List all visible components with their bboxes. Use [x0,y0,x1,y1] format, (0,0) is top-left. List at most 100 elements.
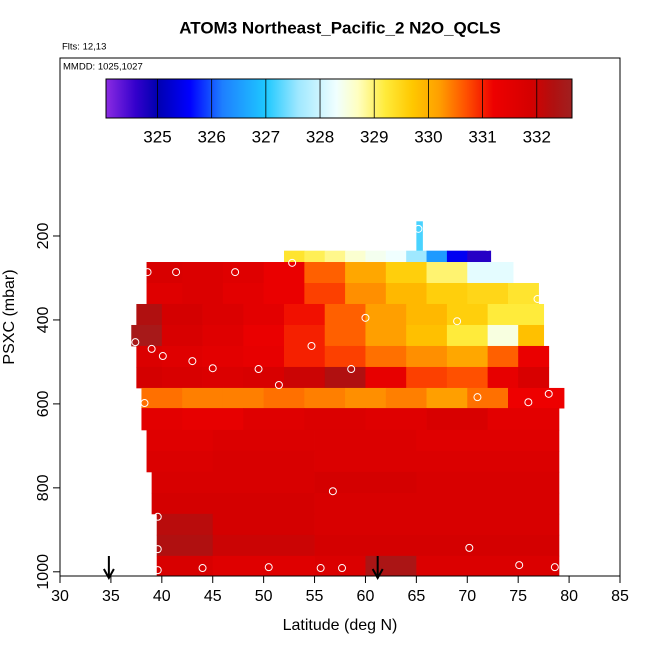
heat-cell [212,429,315,452]
heat-cell [314,429,417,452]
heat-cell [385,262,427,284]
colorbar-tick-label: 327 [252,127,280,146]
x-tick-label: 80 [560,588,578,605]
heat-cell [161,345,203,368]
heat-cell [416,492,560,515]
heat-cell [324,345,366,368]
heat-cell [365,250,387,263]
heat-cell [487,408,560,431]
y-tick-label: 1000 [35,554,52,590]
heat-cell [212,492,315,515]
observation-point [316,564,325,573]
observation-point [264,563,273,572]
observation-point [172,268,181,277]
plot-frame [59,57,621,577]
heat-cell [284,250,305,263]
heat-cell [345,250,366,263]
heat-cell [426,262,468,284]
observation-point [328,487,337,496]
heat-cell [446,250,468,263]
heat-cell [202,366,244,389]
heat-cell [446,324,489,347]
heat-cell [426,282,468,305]
observation-point [483,242,492,251]
heat-cell [314,492,417,515]
heat-cell [263,282,305,305]
observation-point [307,341,316,350]
heat-cell [406,324,448,347]
heat-cell [426,387,468,409]
observation-point [188,357,197,366]
colorbar-tick-label: 331 [468,127,496,146]
colorbar-tick-label: 328 [306,127,334,146]
y-tick-label: 200 [35,223,52,250]
heat-cell [263,262,305,284]
heat-cell [182,282,224,305]
heat-cell [136,345,163,368]
colorbar-tick-label: 330 [414,127,442,146]
heat-cell [263,387,305,409]
heat-cell [467,282,509,305]
x-tick-label: 35 [102,588,120,605]
heat-cell [518,345,550,368]
observation-point [153,512,162,521]
heat-cell [487,366,519,389]
heat-cell [212,513,315,536]
observation-point [361,313,370,322]
heat-cell [324,303,366,326]
heat-cell [284,366,326,389]
heat-cell [446,345,489,368]
heat-cell [131,324,163,347]
colorbar-tick-label: 332 [523,127,551,146]
observation-point [198,564,207,573]
heat-cell [426,408,489,431]
heat-cell [518,324,545,347]
heat-cell [212,555,315,577]
heat-cell [508,387,565,409]
heat-cell [345,387,387,409]
observation-point [338,564,347,573]
observation-point [274,381,283,390]
heat-cell [487,303,545,326]
heat-cell [156,534,214,557]
heat-cell [146,450,214,473]
heat-cell [141,387,183,409]
heat-cell [416,555,560,577]
chart-title: ATOM3 Northeast_Pacific_2 N2O_QCLS [179,18,501,37]
heat-cell [416,471,560,494]
heat-cell [365,303,407,326]
heat-cell [141,408,183,431]
heat-cell [151,471,214,494]
heat-cell [324,324,366,347]
observation-point [208,364,217,373]
colorbar-tick-label: 326 [197,127,225,146]
x-tick-label: 85 [611,588,629,605]
heat-cell [324,250,346,263]
observation-point [515,561,524,570]
y-tick-label: 600 [35,390,52,417]
heat-cell [467,387,509,409]
observation-point [524,398,533,407]
heat-cell [161,324,203,347]
heat-cell [151,492,214,515]
heat-cell [446,366,489,389]
heat-cell [136,366,163,389]
heat-cell [345,262,387,284]
heat-cell [202,324,244,347]
heat-cell [416,513,560,536]
observation-point [143,268,152,277]
heat-cell [406,250,427,263]
heat-cell [284,345,326,368]
heat-cell [406,303,448,326]
x-tick-label: 40 [153,588,171,605]
heat-cell [385,282,427,305]
x-tick-label: 55 [306,588,324,605]
heat-cell [467,262,514,284]
heat-cell [304,408,366,431]
observation-point [465,543,474,552]
dates-note: MMDD: 1025,1027 [63,62,143,73]
heat-cell [518,366,550,389]
heat-cell [222,387,265,409]
heat-cell [487,324,519,347]
x-tick-label: 75 [509,588,527,605]
